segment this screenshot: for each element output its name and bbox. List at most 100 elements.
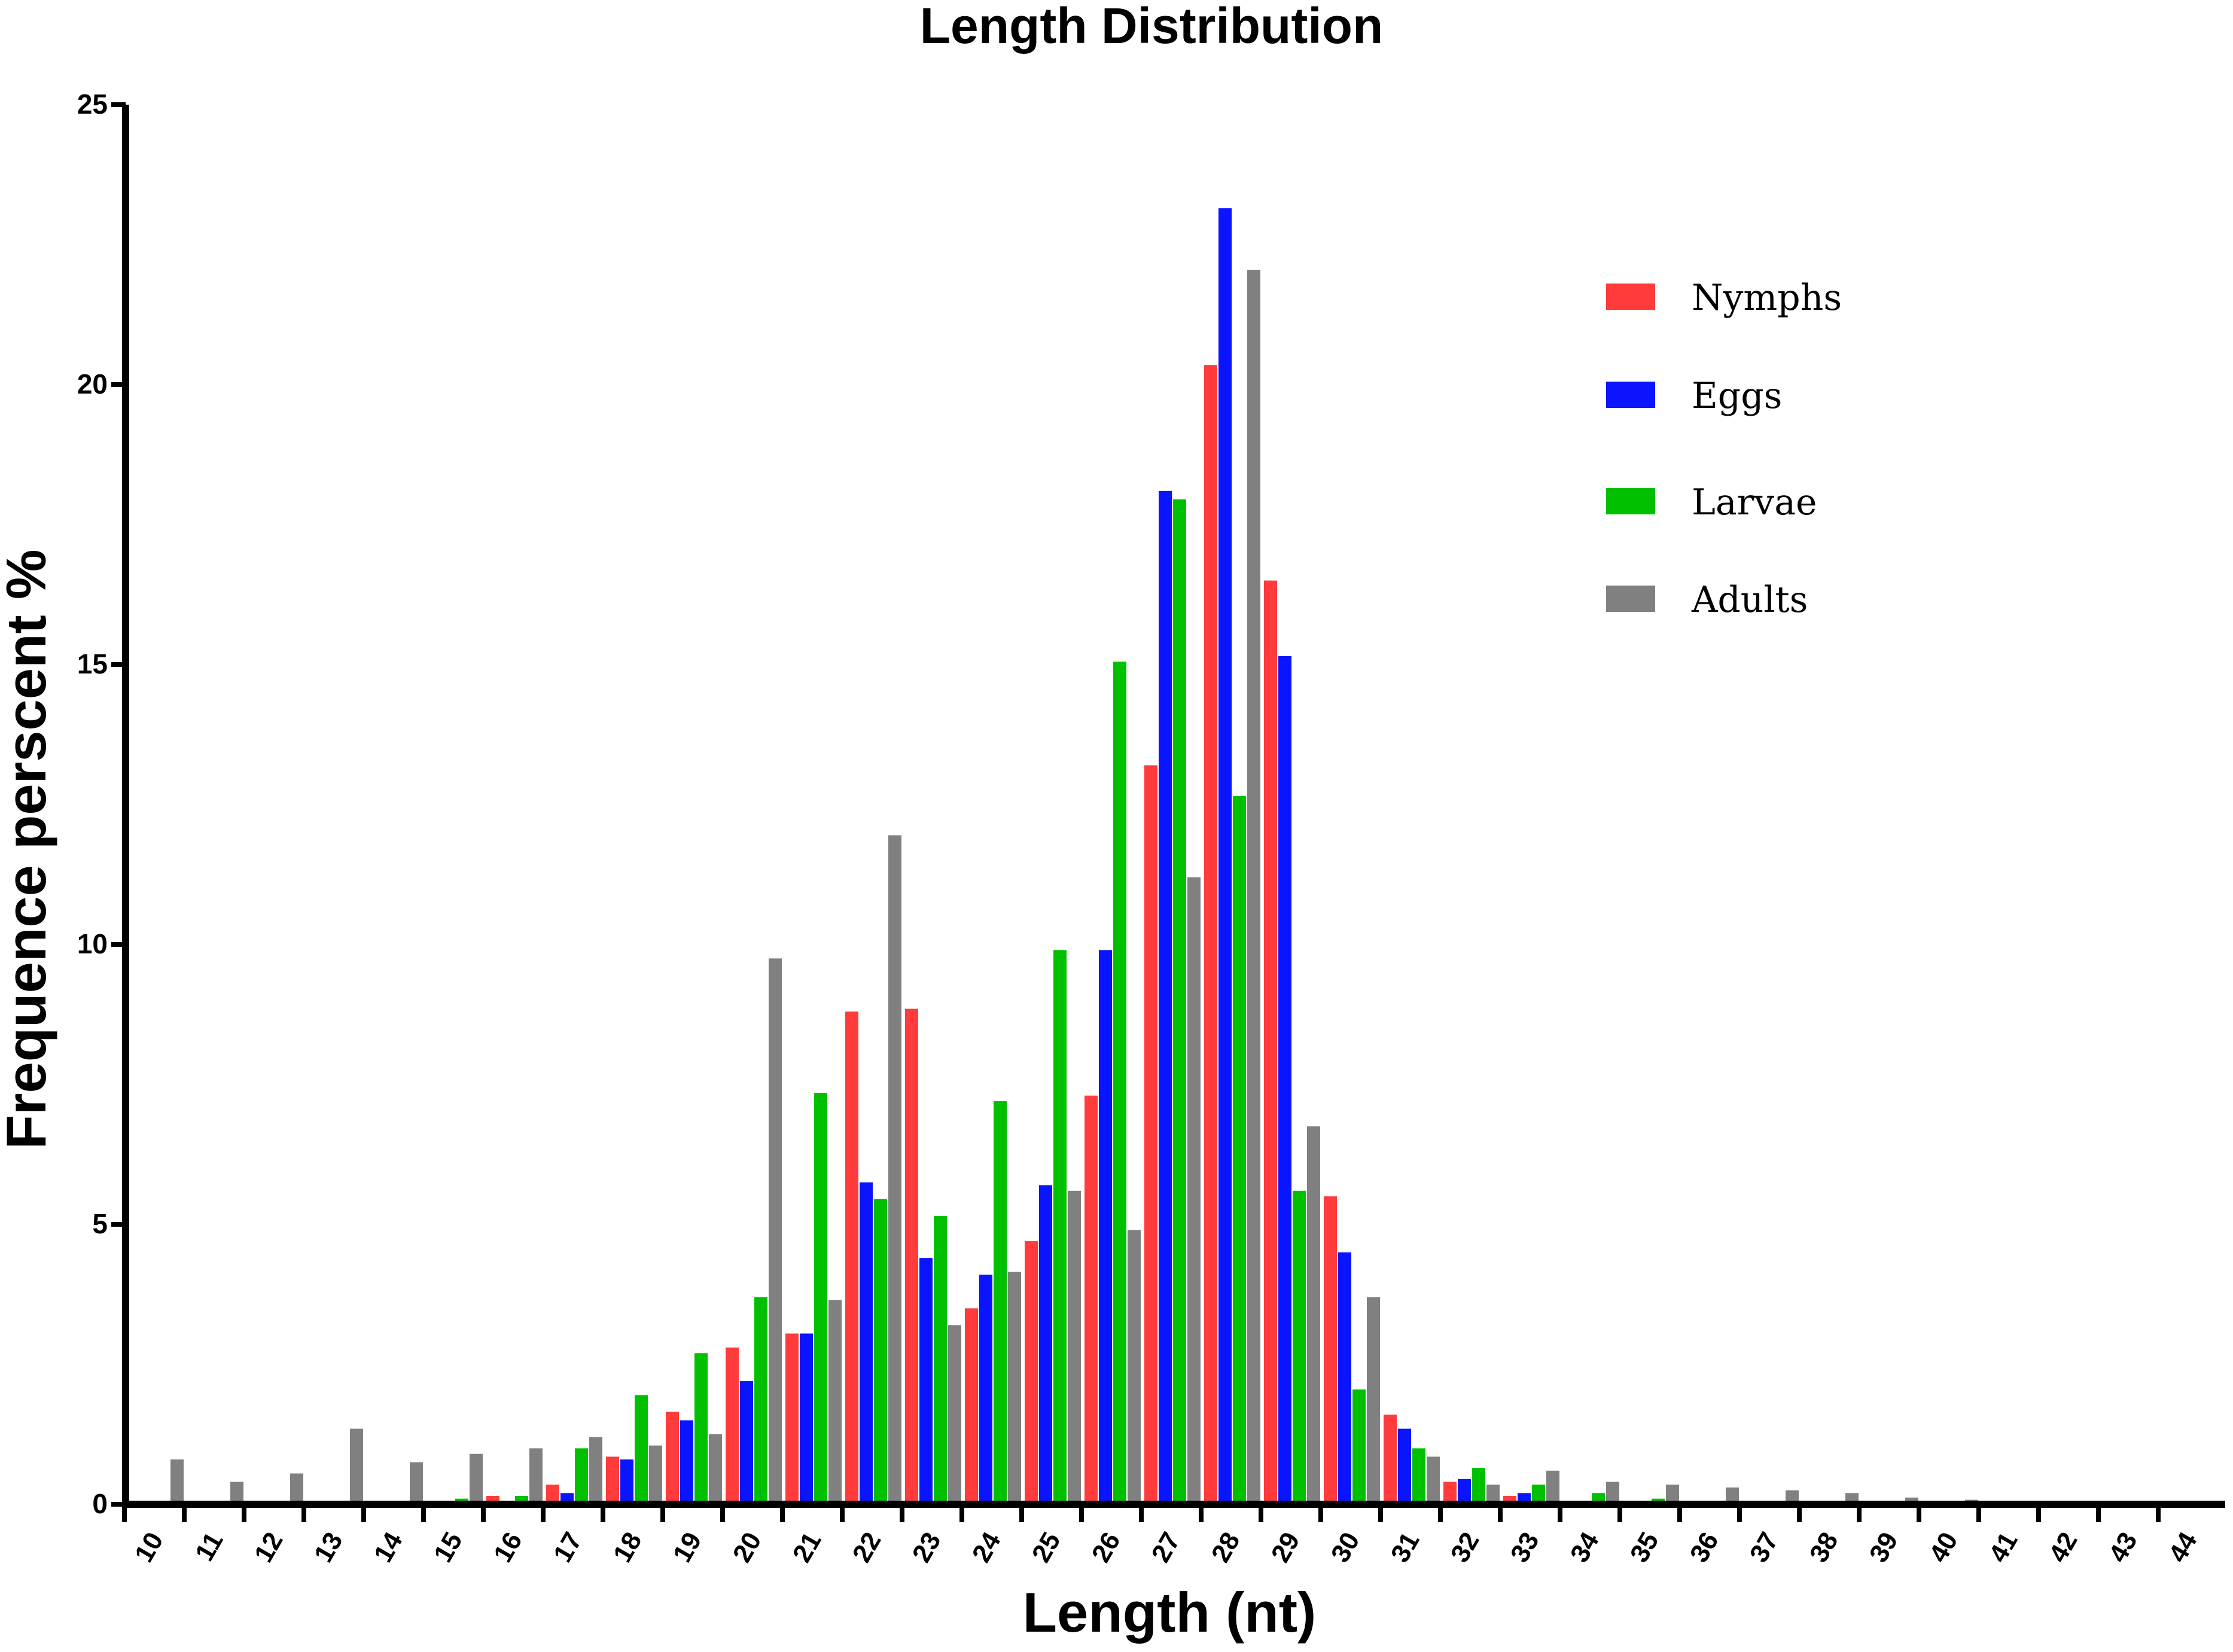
- x-tick-label: 38: [1804, 1528, 1844, 1568]
- bar-larvae-29: [1293, 1190, 1306, 1504]
- bar-larvae-19: [694, 1353, 708, 1504]
- bar-nymphs-25: [1025, 1241, 1038, 1504]
- bar-larvae-17: [575, 1448, 588, 1504]
- x-tick-label: 44: [2163, 1527, 2203, 1567]
- bar-larvae-32: [1472, 1468, 1485, 1504]
- bar-larvae-25: [1053, 950, 1067, 1504]
- x-tick-label: 18: [608, 1528, 648, 1568]
- bar-nymphs-19: [666, 1412, 679, 1504]
- bar-adults-23: [948, 1325, 961, 1504]
- x-tick-label: 33: [1505, 1528, 1545, 1568]
- legend-label-nymphs: Nymphs: [1692, 277, 1842, 319]
- bar-adults-30: [1367, 1297, 1380, 1504]
- bar-larvae-22: [874, 1199, 887, 1504]
- bar-nymphs-30: [1324, 1196, 1337, 1504]
- x-tick-label: 25: [1026, 1528, 1067, 1568]
- bar-adults-27: [1187, 877, 1201, 1504]
- y-axis-label: Frequence perscent %: [0, 549, 57, 1149]
- legend-swatch-larvae: [1606, 488, 1655, 514]
- bar-adults-29: [1307, 1126, 1320, 1504]
- bar-eggs-32: [1458, 1479, 1471, 1504]
- bar-nymphs-32: [1443, 1482, 1457, 1504]
- bar-nymphs-24: [965, 1308, 978, 1504]
- x-tick-label: 29: [1266, 1528, 1306, 1568]
- y-tick-label: 5: [92, 1208, 108, 1239]
- bar-nymphs-31: [1384, 1415, 1397, 1504]
- x-tick-label: 31: [1385, 1528, 1425, 1568]
- x-tick-label: 39: [1864, 1528, 1904, 1568]
- x-axis-label: Length (nt): [1023, 1581, 1317, 1644]
- bar-eggs-30: [1338, 1252, 1351, 1504]
- bar-eggs-18: [620, 1459, 633, 1504]
- bar-eggs-20: [740, 1381, 753, 1504]
- bar-larvae-18: [635, 1395, 648, 1504]
- bar-adults-32: [1486, 1485, 1500, 1504]
- bar-adults-35: [1666, 1485, 1679, 1504]
- x-tick-label: 16: [488, 1528, 528, 1568]
- bar-nymphs-26: [1084, 1095, 1098, 1504]
- bar-eggs-24: [979, 1275, 992, 1504]
- bar-eggs-21: [800, 1333, 813, 1504]
- bar-adults-31: [1427, 1456, 1440, 1504]
- bar-larvae-24: [994, 1101, 1007, 1504]
- bar-eggs-27: [1159, 490, 1172, 1504]
- bar-eggs-26: [1099, 950, 1112, 1504]
- bar-larvae-28: [1233, 795, 1246, 1504]
- bar-adults-10: [170, 1459, 184, 1504]
- bar-adults-24: [1008, 1272, 1021, 1504]
- bar-larvae-31: [1412, 1448, 1425, 1504]
- y-tick-label: 20: [77, 368, 108, 400]
- legend-swatch-eggs: [1606, 382, 1655, 408]
- chart-title: Length Distribution: [920, 0, 1384, 54]
- bar-adults-20: [769, 958, 782, 1504]
- x-tick-label: 23: [907, 1528, 947, 1568]
- y-tick-label: 25: [77, 89, 108, 120]
- x-tick-label: 22: [847, 1528, 887, 1568]
- legend-swatch-nymphs: [1606, 284, 1655, 310]
- x-tick-label: 43: [2103, 1528, 2143, 1568]
- legend-swatch-adults: [1606, 586, 1655, 612]
- x-tick-label: 13: [309, 1528, 349, 1568]
- bar-larvae-23: [934, 1215, 947, 1504]
- bar-adults-28: [1247, 270, 1260, 1504]
- x-tick-label: 35: [1625, 1528, 1665, 1568]
- bar-adults-36: [1726, 1487, 1739, 1504]
- bar-adults-34: [1606, 1482, 1619, 1504]
- x-tick-label: 40: [1924, 1528, 1964, 1568]
- bar-eggs-31: [1398, 1428, 1411, 1504]
- x-tick-label: 17: [548, 1528, 588, 1568]
- bar-larvae-30: [1352, 1389, 1366, 1504]
- y-tick-label: 10: [77, 928, 108, 959]
- bar-adults-13: [350, 1428, 363, 1504]
- bar-larvae-33: [1532, 1485, 1545, 1504]
- bar-adults-15: [470, 1453, 483, 1504]
- x-tick-label: 27: [1146, 1528, 1186, 1568]
- x-tick-label: 41: [1984, 1528, 2024, 1568]
- bar-adults-16: [529, 1448, 543, 1504]
- bar-adults-11: [230, 1482, 243, 1504]
- legend-label-adults: Adults: [1691, 579, 1808, 621]
- bar-eggs-22: [860, 1182, 873, 1504]
- bar-nymphs-22: [845, 1011, 858, 1504]
- bar-eggs-25: [1039, 1185, 1052, 1504]
- bar-adults-12: [290, 1473, 303, 1504]
- legend: Nymphs Eggs Larvae Adults: [1606, 277, 1842, 621]
- x-tick-label: 42: [2043, 1528, 2083, 1568]
- bar-adults-17: [589, 1437, 602, 1504]
- x-tick-label: 37: [1744, 1528, 1784, 1568]
- x-tick-label: 28: [1206, 1528, 1246, 1568]
- legend-label-eggs: Eggs: [1692, 375, 1782, 417]
- y-tick-labels: 0 5 10 15 20 25: [77, 89, 126, 1519]
- bar-adults-25: [1068, 1190, 1081, 1504]
- bar-nymphs-29: [1264, 580, 1277, 1504]
- bar-larvae-20: [754, 1297, 767, 1504]
- bar-eggs-19: [680, 1420, 693, 1504]
- bar-larvae-27: [1173, 499, 1186, 1504]
- x-tick-label: 11: [190, 1528, 229, 1566]
- bar-eggs-29: [1278, 656, 1291, 1504]
- bar-nymphs-27: [1144, 765, 1157, 1504]
- x-tick-label: 26: [1086, 1528, 1126, 1568]
- bar-nymphs-28: [1204, 365, 1217, 1504]
- bar-adults-19: [709, 1434, 722, 1504]
